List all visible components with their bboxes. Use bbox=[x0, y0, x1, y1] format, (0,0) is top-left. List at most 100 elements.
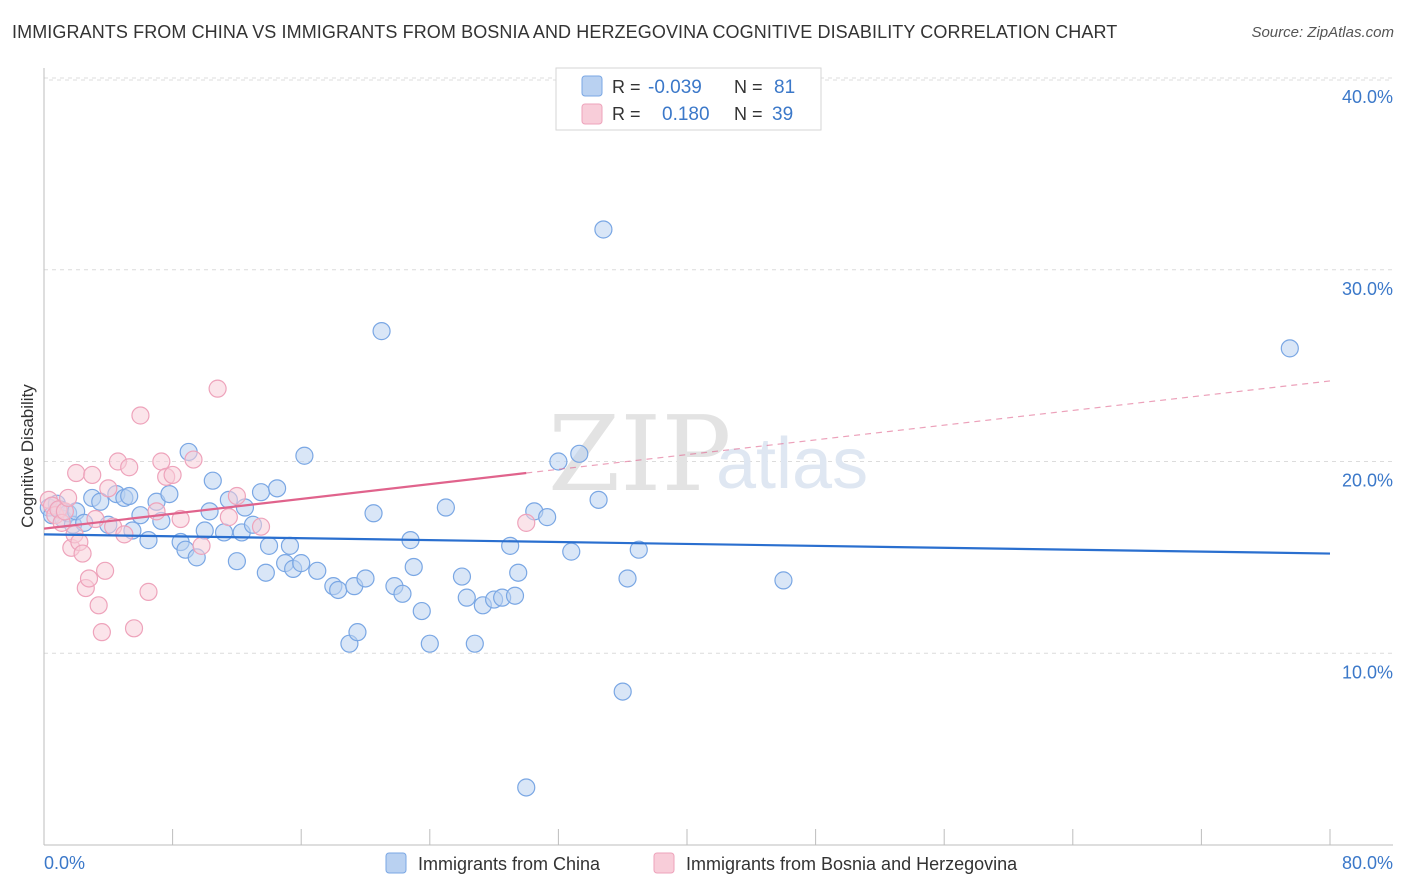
series-points-0 bbox=[39, 220, 1299, 797]
point-s0-71 bbox=[562, 542, 581, 561]
point-s1-6 bbox=[59, 488, 78, 508]
point-s0-39 bbox=[280, 536, 300, 555]
point-s1-30 bbox=[163, 465, 182, 485]
point-s0-65 bbox=[501, 536, 520, 555]
point-s0-14 bbox=[120, 486, 139, 506]
trend-line-0 bbox=[43, 533, 1331, 555]
point-s0-48 bbox=[348, 623, 367, 642]
y-axis-label: Cognitive Disability bbox=[18, 384, 37, 528]
point-s0-77 bbox=[629, 540, 648, 559]
point-s0-45 bbox=[329, 580, 348, 600]
point-s0-59 bbox=[452, 567, 472, 586]
stats-legend: R = -0.039 N = 81 R = 0.180 N = 39 bbox=[555, 67, 822, 131]
point-s0-42 bbox=[295, 446, 314, 465]
point-s0-49 bbox=[356, 569, 375, 588]
stats-r-label-china: R = bbox=[612, 77, 641, 97]
y-tick-label-30: 30.0% bbox=[1342, 279, 1393, 299]
series-legend-swatch-china bbox=[385, 852, 407, 874]
point-s0-67 bbox=[509, 563, 528, 582]
watermark-atlas: atlas bbox=[716, 424, 868, 504]
point-s1-24 bbox=[124, 619, 144, 638]
point-s0-16 bbox=[131, 506, 150, 525]
series-legend-swatch-bosnia bbox=[653, 852, 675, 874]
y-tick-labels: 10.0% 20.0% 30.0% 40.0% bbox=[1342, 87, 1393, 682]
point-s1-14 bbox=[83, 465, 102, 485]
point-s1-13 bbox=[79, 569, 99, 588]
data-points bbox=[39, 220, 1299, 797]
point-s1-11 bbox=[73, 544, 92, 563]
point-s1-16 bbox=[89, 596, 108, 615]
point-s0-36 bbox=[259, 536, 279, 555]
stats-n-value-bosnia: 39 bbox=[772, 104, 793, 125]
series-legend-label-china: Immigrants from China bbox=[418, 854, 601, 874]
point-s1-18 bbox=[95, 561, 115, 580]
point-s0-10 bbox=[91, 492, 110, 511]
point-s1-26 bbox=[139, 582, 158, 601]
point-s0-70 bbox=[549, 452, 568, 471]
series-points-1 bbox=[39, 379, 536, 642]
point-s1-17 bbox=[92, 623, 111, 642]
point-s1-35 bbox=[219, 508, 238, 527]
point-s0-58 bbox=[436, 498, 455, 517]
point-s0-66 bbox=[505, 586, 525, 605]
point-s0-28 bbox=[214, 523, 234, 542]
point-s0-50 bbox=[364, 504, 383, 523]
point-s1-9 bbox=[67, 463, 86, 483]
x-tick-label-max: 80.0% bbox=[1342, 853, 1393, 873]
point-s1-33 bbox=[192, 536, 211, 555]
axes bbox=[43, 68, 1393, 846]
point-s0-74 bbox=[594, 220, 613, 239]
point-s0-80 bbox=[1280, 339, 1299, 358]
point-s0-53 bbox=[393, 584, 412, 603]
point-s0-51 bbox=[372, 322, 391, 341]
stats-r-label-bosnia: R = bbox=[612, 104, 641, 124]
legend-swatch-china bbox=[581, 75, 603, 97]
point-s1-25 bbox=[131, 406, 150, 425]
series-legend-label-bosnia: Immigrants from Bosnia and Herzegovina bbox=[686, 854, 1018, 874]
point-s0-60 bbox=[457, 588, 476, 607]
x-tick-label-min: 0.0% bbox=[44, 853, 85, 873]
point-s0-69 bbox=[538, 508, 557, 527]
trend-extension-1 bbox=[526, 380, 1331, 474]
point-s1-15 bbox=[86, 509, 105, 529]
point-s0-79 bbox=[774, 571, 793, 590]
point-s1-36 bbox=[227, 486, 246, 506]
y-tick-label-40: 40.0% bbox=[1342, 87, 1393, 107]
point-s0-57 bbox=[420, 634, 439, 653]
grid bbox=[44, 77, 1393, 654]
point-s1-38 bbox=[517, 513, 536, 532]
point-s0-56 bbox=[412, 601, 431, 621]
trend-line-1 bbox=[43, 471, 527, 530]
point-s0-35 bbox=[256, 563, 275, 582]
chart-title: IMMIGRANTS FROM CHINA VS IMMIGRANTS FROM… bbox=[12, 22, 1118, 42]
point-s1-37 bbox=[251, 517, 271, 536]
stats-n-label-bosnia: N = bbox=[734, 104, 763, 124]
point-s0-78 bbox=[517, 778, 536, 797]
y-tick-label-10: 10.0% bbox=[1342, 662, 1393, 682]
y-tick-label-20: 20.0% bbox=[1342, 471, 1393, 491]
point-s0-37 bbox=[267, 479, 287, 498]
point-s0-30 bbox=[227, 552, 246, 571]
point-s1-28 bbox=[152, 452, 171, 471]
series-legend: Immigrants from China Immigrants from Bo… bbox=[385, 852, 1018, 874]
stats-r-value-bosnia: 0.180 bbox=[662, 104, 710, 125]
legend-swatch-bosnia bbox=[581, 103, 603, 125]
point-s0-17 bbox=[139, 531, 158, 550]
point-s0-55 bbox=[404, 557, 423, 577]
watermark: ZIP atlas bbox=[548, 393, 868, 515]
stats-n-label-china: N = bbox=[734, 77, 763, 97]
point-s0-75 bbox=[613, 682, 632, 701]
point-s1-31 bbox=[171, 509, 190, 529]
point-s1-22 bbox=[115, 525, 134, 544]
point-s0-34 bbox=[251, 483, 271, 502]
point-s0-26 bbox=[200, 502, 219, 521]
point-s0-20 bbox=[160, 484, 179, 504]
point-s0-73 bbox=[589, 490, 608, 509]
stats-r-value-china: -0.039 bbox=[648, 77, 702, 98]
trend-lines bbox=[43, 380, 1331, 555]
stats-n-value-china: 81 bbox=[774, 77, 795, 98]
point-s1-32 bbox=[184, 450, 203, 469]
point-s0-27 bbox=[203, 471, 222, 490]
point-s0-43 bbox=[308, 561, 327, 580]
